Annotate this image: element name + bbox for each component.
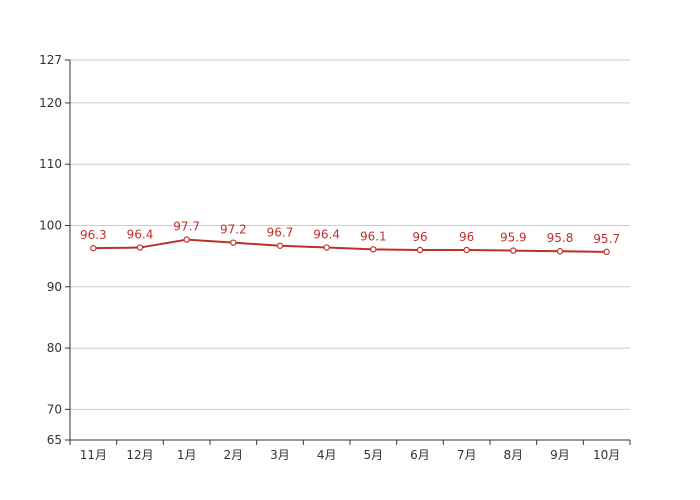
y-tick-label: 70: [47, 402, 62, 416]
data-point: [230, 239, 237, 246]
data-point: [510, 247, 517, 254]
grid-lines: [70, 59, 630, 410]
data-label: 95.9: [500, 231, 527, 245]
data-label: 95.7: [593, 232, 620, 246]
data-label: 97.2: [220, 223, 247, 237]
data-point: [183, 236, 190, 243]
x-tick-label: 1月: [177, 448, 197, 462]
x-axis-ticks: 11月 12月 1月 2月 3月 4月 5月 6月 7月 8月 9月 10月: [69, 440, 631, 462]
y-axis-ticks: 65 70 80 90 100 110 120 127: [39, 53, 70, 447]
data-point: [370, 246, 377, 253]
x-tick-label: 8月: [504, 448, 524, 462]
data-point: [603, 248, 610, 256]
y-tick-label: 127: [39, 53, 62, 67]
x-tick-label: 4月: [317, 448, 337, 462]
y-tick-label: 110: [39, 157, 62, 171]
data-point: [416, 246, 424, 254]
series-points: [90, 236, 610, 256]
x-tick-label: 12月: [126, 448, 153, 462]
axes: [69, 60, 630, 441]
y-tick-label: 90: [47, 280, 62, 294]
x-tick-label: 6月: [410, 448, 430, 462]
data-label: 96: [459, 230, 474, 244]
series-line: [93, 238, 607, 253]
series-line-path: [93, 238, 607, 253]
x-tick-label: 7月: [457, 448, 477, 462]
data-point: [136, 244, 144, 251]
data-point: [276, 242, 284, 249]
data-label: 96.4: [313, 228, 340, 242]
x-tick-label: 5月: [364, 448, 384, 462]
x-tick-label: 9月: [550, 448, 570, 462]
x-tick-label: 10月: [593, 448, 620, 462]
data-label: 96.3: [80, 228, 107, 242]
data-label: 96.1: [360, 229, 387, 243]
x-tick-label: 3月: [270, 448, 290, 462]
data-label: 96: [412, 230, 427, 244]
y-tick-label: 120: [39, 96, 62, 110]
x-tick-label: 2月: [224, 448, 244, 462]
data-labels: 96.3 96.4 97.7 97.2 96.7 96.4 96.1 96 96 95.9 95.8…: [80, 220, 620, 246]
y-tick-label: 100: [39, 218, 62, 232]
data-label: 96.7: [267, 226, 294, 240]
y-tick-label: 80: [47, 341, 62, 355]
data-point: [463, 246, 470, 254]
data-point: [323, 244, 330, 251]
y-tick-label: 65: [47, 433, 62, 447]
data-point: [90, 244, 97, 252]
data-label: 97.7: [173, 220, 200, 234]
data-point: [556, 248, 564, 255]
x-tick-label: 11月: [80, 448, 107, 462]
data-label: 96.4: [127, 228, 154, 242]
data-label: 95.8: [547, 231, 574, 245]
